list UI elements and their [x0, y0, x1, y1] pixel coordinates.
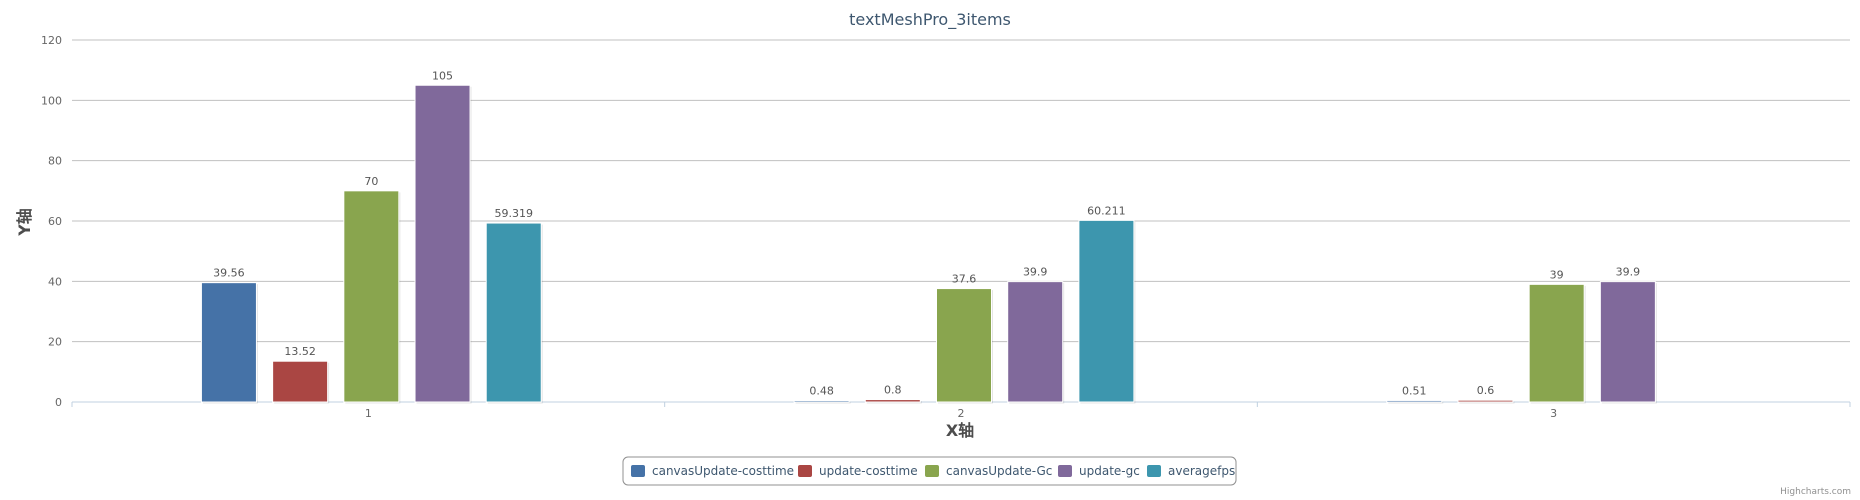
data-label: 0.48: [809, 385, 834, 398]
bar[interactable]: [793, 400, 850, 403]
y-tick-label: 60: [48, 215, 62, 228]
bar-shadow: [1459, 401, 1515, 404]
bar[interactable]: [343, 190, 400, 403]
data-label: 13.52: [284, 345, 316, 358]
data-label: 0.51: [1402, 384, 1427, 397]
y-tick-label: 80: [48, 155, 62, 168]
bar[interactable]: [864, 399, 921, 403]
data-label: 37.6: [952, 273, 977, 286]
data-label: 60.211: [1087, 204, 1126, 217]
y-tick-label: 40: [48, 275, 62, 288]
y-axis-ticks: 0 20 40 60 80 100 120: [41, 34, 62, 409]
legend-label: averagefps: [1168, 464, 1235, 478]
bar[interactable]: [1599, 281, 1656, 403]
data-label: 0.6: [1477, 384, 1495, 397]
legend-swatch: [798, 465, 812, 477]
bar[interactable]: [272, 360, 329, 403]
data-label: 39: [1550, 268, 1564, 281]
x-axis-ticks: 1 2 3: [71, 402, 1851, 420]
legend-label: update-gc: [1079, 464, 1140, 478]
legend-label: update-costtime: [819, 464, 918, 478]
legend-swatch: [631, 465, 645, 477]
data-label: 70: [364, 175, 378, 188]
chart-title: textMeshPro_3items: [849, 10, 1011, 30]
y-tick-label: 120: [41, 34, 62, 47]
bar[interactable]: [1457, 399, 1514, 403]
legend-label: canvasUpdate-Gc: [946, 464, 1052, 478]
y-axis-title: Y轴: [15, 208, 34, 237]
legend-item[interactable]: canvasUpdate-costtime: [631, 464, 794, 478]
legend: canvasUpdate-costtime update-costtime canv…: [622, 456, 1237, 486]
bar[interactable]: [414, 84, 471, 403]
bar[interactable]: [485, 222, 542, 403]
legend-item[interactable]: averagefps: [1147, 464, 1235, 478]
y-tick-label: 20: [48, 336, 62, 349]
data-label: 39.9: [1023, 266, 1048, 279]
credits-link[interactable]: Highcharts.com: [1780, 487, 1851, 497]
legend-item[interactable]: canvasUpdate-Gc: [925, 464, 1052, 478]
x-tick-label: 1: [365, 407, 372, 420]
data-labels: 39.56 0.48 0.51 13.52 0.8 0.6 70 37.6 39 105 39.9 3…: [213, 69, 1640, 397]
data-label: 59.319: [494, 207, 533, 220]
x-tick-label: 2: [958, 407, 965, 420]
data-label: 0.8: [884, 384, 902, 397]
bar[interactable]: [1528, 283, 1585, 403]
x-tick-label: 3: [1550, 407, 1557, 420]
y-tick-label: 0: [55, 396, 62, 409]
bars: [200, 84, 1657, 404]
bar-shadow: [1388, 401, 1444, 404]
legend-label: canvasUpdate-costtime: [652, 464, 794, 478]
legend-swatch: [1058, 465, 1072, 477]
bar[interactable]: [200, 282, 257, 403]
data-label: 39.9: [1616, 266, 1641, 279]
x-axis-title: X轴: [946, 421, 974, 440]
bar[interactable]: [1007, 281, 1064, 403]
legend-swatch: [1147, 465, 1161, 477]
bar-shadow: [795, 402, 851, 404]
y-tick-label: 100: [41, 94, 62, 107]
legend-item[interactable]: update-costtime: [798, 464, 918, 478]
bar[interactable]: [1078, 219, 1135, 403]
legend-item[interactable]: update-gc: [1058, 464, 1140, 478]
data-label: 105: [432, 69, 453, 82]
bar[interactable]: [936, 288, 992, 403]
bar[interactable]: [1386, 399, 1443, 403]
legend-swatch: [925, 465, 939, 477]
data-label: 39.56: [213, 267, 245, 280]
